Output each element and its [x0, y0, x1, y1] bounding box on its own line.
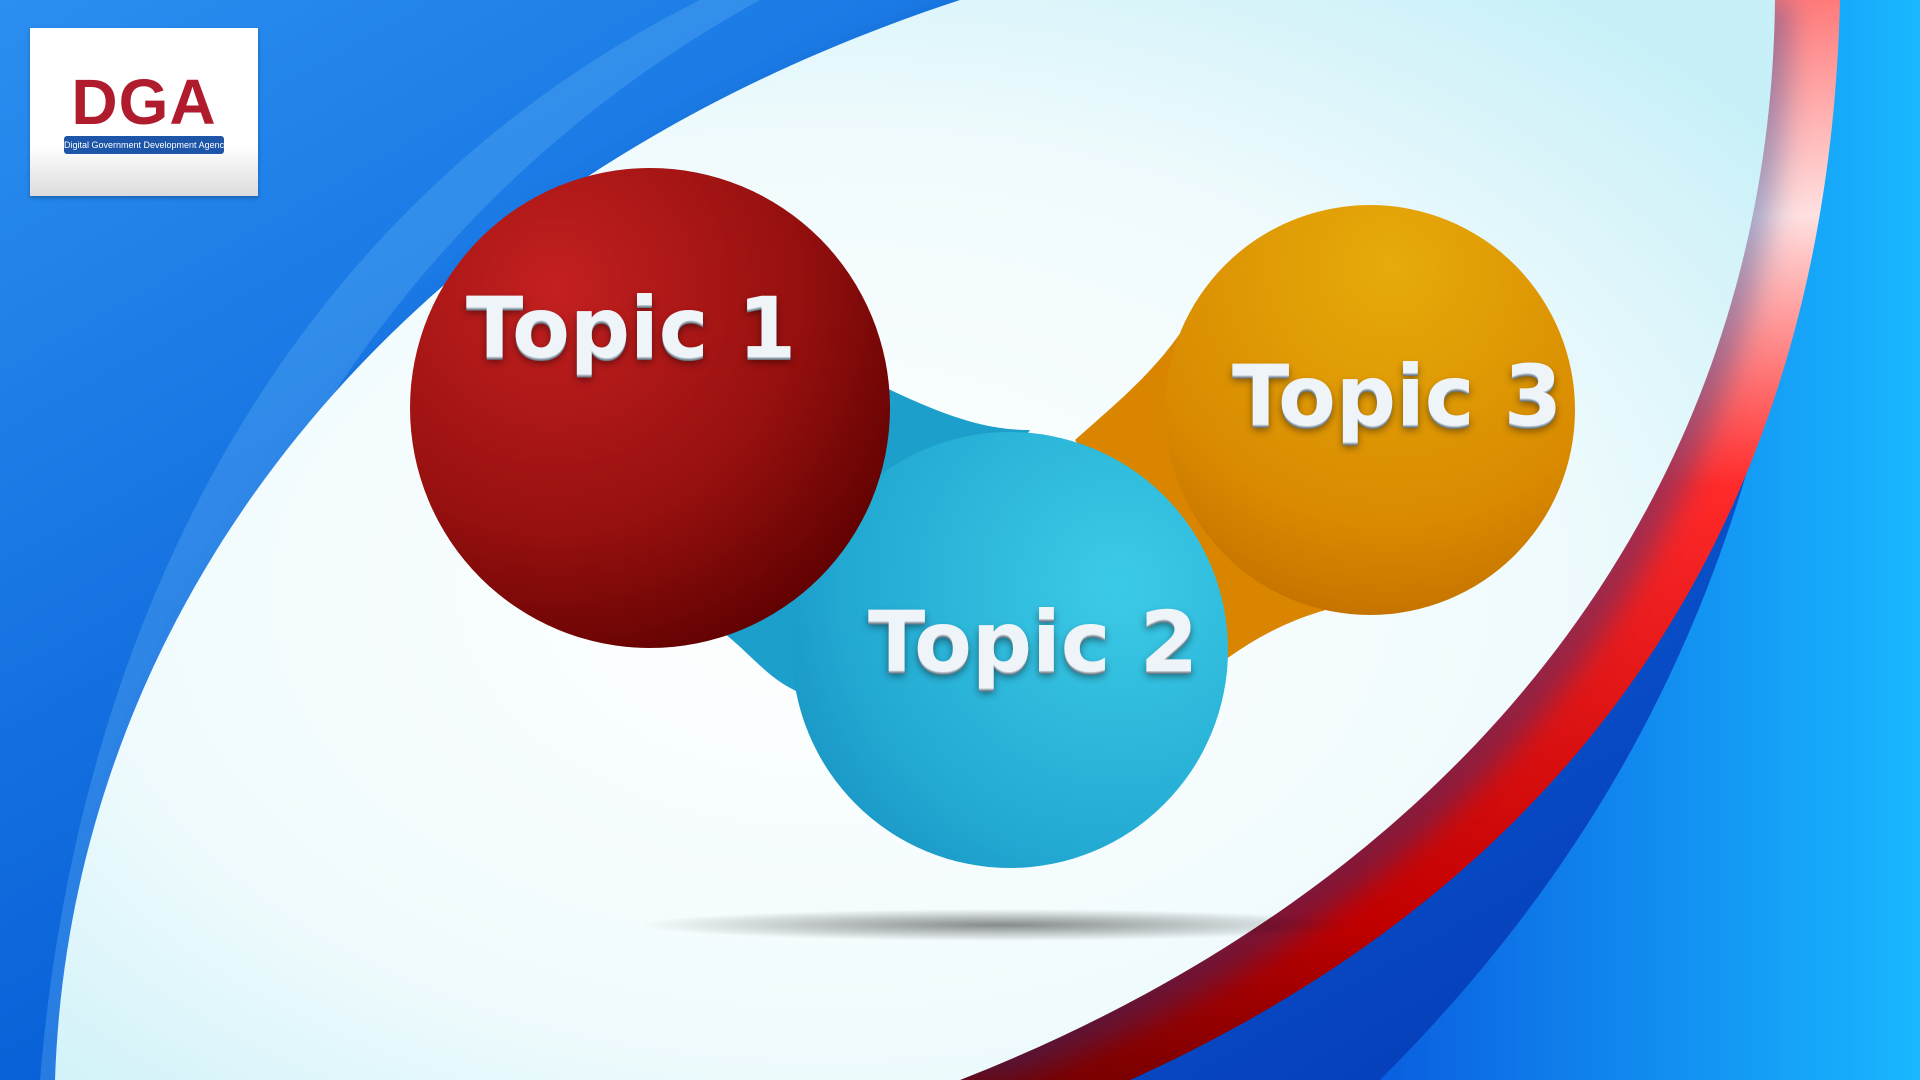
topic-2-bubble: [792, 432, 1228, 868]
topic-1-label: Topic 1: [466, 279, 797, 377]
topic-1-bubble: [410, 168, 890, 648]
topic-3-bubble: [1165, 205, 1575, 615]
topic-3-label: Topic 3: [1232, 347, 1563, 445]
dga-logo: DGA Digital Government Development Agenc…: [30, 28, 258, 196]
logo-tagline: Digital Government Development Agency: [64, 136, 224, 154]
logo-wordmark: DGA: [71, 66, 217, 138]
topic-2-label: Topic 2: [868, 593, 1199, 691]
